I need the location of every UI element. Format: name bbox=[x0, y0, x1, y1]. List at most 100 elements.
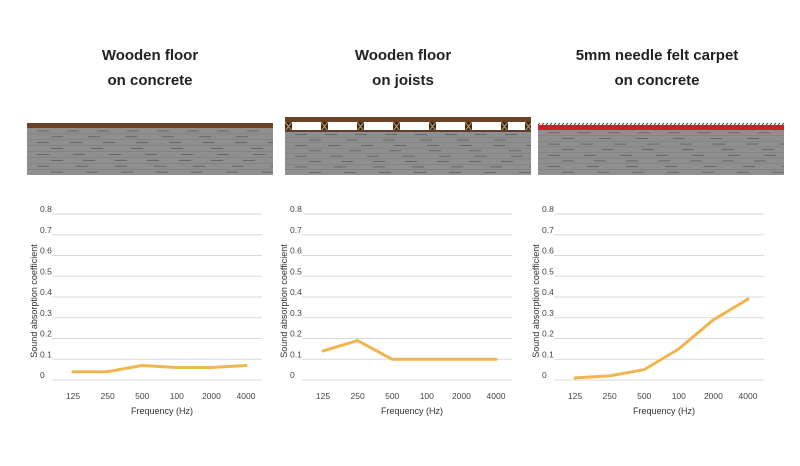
carpet-fibre bbox=[765, 122, 769, 126]
carpet-fibre bbox=[549, 122, 553, 126]
carpet-fibre bbox=[649, 122, 653, 126]
carpet-fibre bbox=[617, 122, 621, 126]
carpet-fibre bbox=[593, 122, 597, 126]
y-tick-label: 0.5 bbox=[290, 266, 302, 276]
joist-brace bbox=[392, 121, 401, 132]
joist-brace bbox=[320, 121, 329, 132]
carpet-on-concrete-illustration bbox=[538, 122, 784, 175]
y-tick-label: 0.6 bbox=[40, 246, 52, 256]
data-point bbox=[321, 349, 325, 353]
data-point bbox=[244, 364, 248, 367]
chart-carpet-on-concrete: 0 0.1 0.2 0.3 0.4 0.5 0.6 0.7 0.8 125 250 500 100 200… bbox=[531, 204, 764, 416]
wooden-floor-on-concrete-illustration bbox=[27, 123, 273, 175]
y-tick-label: 0.2 bbox=[542, 329, 554, 339]
joist-base bbox=[285, 130, 531, 132]
y-tick-label: 0.2 bbox=[290, 329, 302, 339]
chart-wooden-floor-on-joists: 0 0.1 0.2 0.3 0.4 0.5 0.6 0.7 0.8 125 250 500 100 200… bbox=[279, 204, 512, 416]
joist-brace bbox=[285, 121, 293, 132]
carpet-fibre bbox=[749, 122, 753, 126]
carpet-fibre bbox=[709, 122, 713, 126]
carpet-fibre bbox=[685, 122, 689, 126]
wooden-floor-on-joists-illustration bbox=[285, 117, 531, 175]
joist bbox=[500, 121, 509, 132]
data-point bbox=[175, 366, 178, 369]
data-point bbox=[425, 358, 428, 361]
y-tick-label: 0 bbox=[290, 370, 295, 380]
x-tick-label: 500 bbox=[385, 391, 399, 401]
x-tick-label: 100 bbox=[170, 391, 184, 401]
x-tick-label: 2000 bbox=[452, 391, 471, 401]
x-tick-label: 125 bbox=[568, 391, 582, 401]
carpet-fibre bbox=[545, 122, 549, 126]
panel-title-line: on concrete bbox=[614, 72, 700, 89]
carpet-fibre bbox=[677, 122, 681, 126]
carpet-fibre bbox=[561, 122, 565, 126]
y-tick-label: 0.7 bbox=[290, 225, 302, 235]
y-tick-label: 0 bbox=[40, 370, 45, 380]
data-point bbox=[71, 370, 75, 373]
joist bbox=[320, 121, 329, 132]
x-tick-label: 500 bbox=[637, 391, 651, 401]
carpet-fibre bbox=[665, 122, 669, 126]
x-tick-label: 250 bbox=[101, 391, 115, 401]
data-point bbox=[494, 358, 498, 361]
x-tick-label: 2000 bbox=[202, 391, 221, 401]
joist-brace bbox=[500, 121, 509, 132]
carpet-fibre bbox=[721, 122, 725, 126]
carpet-fibre bbox=[557, 122, 561, 126]
panel-title-wooden-floor-on-joists: Wooden floor on joists bbox=[278, 43, 528, 93]
carpet-fibre bbox=[661, 122, 665, 126]
carpet-fibre bbox=[629, 122, 633, 126]
y-axis-title: Sound absorption coefficient bbox=[531, 244, 541, 358]
y-tick-label: 0.7 bbox=[40, 225, 52, 235]
x-axis-title: Frequency (Hz) bbox=[381, 406, 443, 416]
y-tick-label: 0.4 bbox=[290, 287, 302, 297]
y-tick-label: 0.2 bbox=[40, 329, 52, 339]
carpet-fibre bbox=[609, 122, 613, 126]
x-tick-label: 4000 bbox=[237, 391, 256, 401]
x-tick-label: 4000 bbox=[487, 391, 506, 401]
y-tick-label: 0.6 bbox=[290, 246, 302, 256]
carpet-fibre bbox=[689, 122, 693, 126]
carpet-fibre bbox=[717, 122, 721, 126]
x-tick-label: 125 bbox=[66, 391, 80, 401]
x-tick-label: 100 bbox=[420, 391, 434, 401]
y-tick-label: 0.3 bbox=[290, 308, 302, 318]
carpet-fibre bbox=[601, 122, 605, 126]
wooden-floor-board bbox=[27, 123, 273, 128]
y-tick-label: 0.5 bbox=[40, 266, 52, 276]
panel-title-line: Wooden floor bbox=[354, 47, 452, 64]
x-tick-label: 250 bbox=[603, 391, 617, 401]
panel-title-line: 5mm needle felt carpet bbox=[575, 47, 739, 64]
carpet-fibre bbox=[753, 122, 757, 126]
joist-brace bbox=[356, 121, 365, 132]
carpet-fibre bbox=[741, 122, 745, 126]
carpet-fibre bbox=[769, 122, 773, 126]
y-tick-label: 0.7 bbox=[542, 225, 554, 235]
data-point bbox=[643, 368, 646, 371]
panel-title-line: on joists bbox=[372, 72, 434, 89]
carpet-fibre bbox=[713, 122, 717, 126]
y-axis-title: Sound absorption coefficient bbox=[279, 244, 289, 358]
data-point bbox=[677, 347, 680, 351]
carpet-fibre bbox=[538, 122, 541, 126]
carpet-fibre bbox=[745, 122, 749, 126]
carpet-fibre bbox=[541, 122, 545, 126]
carpet-fibre bbox=[781, 122, 784, 126]
y-axis-title: Sound absorption coefficient bbox=[29, 244, 39, 358]
carpet-fibre bbox=[653, 122, 657, 126]
carpet-fibre bbox=[773, 122, 777, 126]
y-tick-label: 0.8 bbox=[542, 204, 554, 214]
data-point bbox=[106, 370, 109, 373]
panel-title-wooden-floor-on-concrete: Wooden floor on concrete bbox=[25, 43, 275, 93]
data-point bbox=[141, 364, 144, 367]
y-tick-label: 0.1 bbox=[40, 349, 52, 359]
joist-brace bbox=[524, 122, 531, 132]
series-line bbox=[71, 363, 248, 374]
y-tick-label: 0.4 bbox=[40, 287, 52, 297]
carpet-fibre bbox=[761, 122, 765, 126]
y-tick-label: 0.3 bbox=[40, 308, 52, 318]
y-tick-label: 0.3 bbox=[542, 308, 554, 318]
carpet-fibre bbox=[633, 122, 637, 126]
